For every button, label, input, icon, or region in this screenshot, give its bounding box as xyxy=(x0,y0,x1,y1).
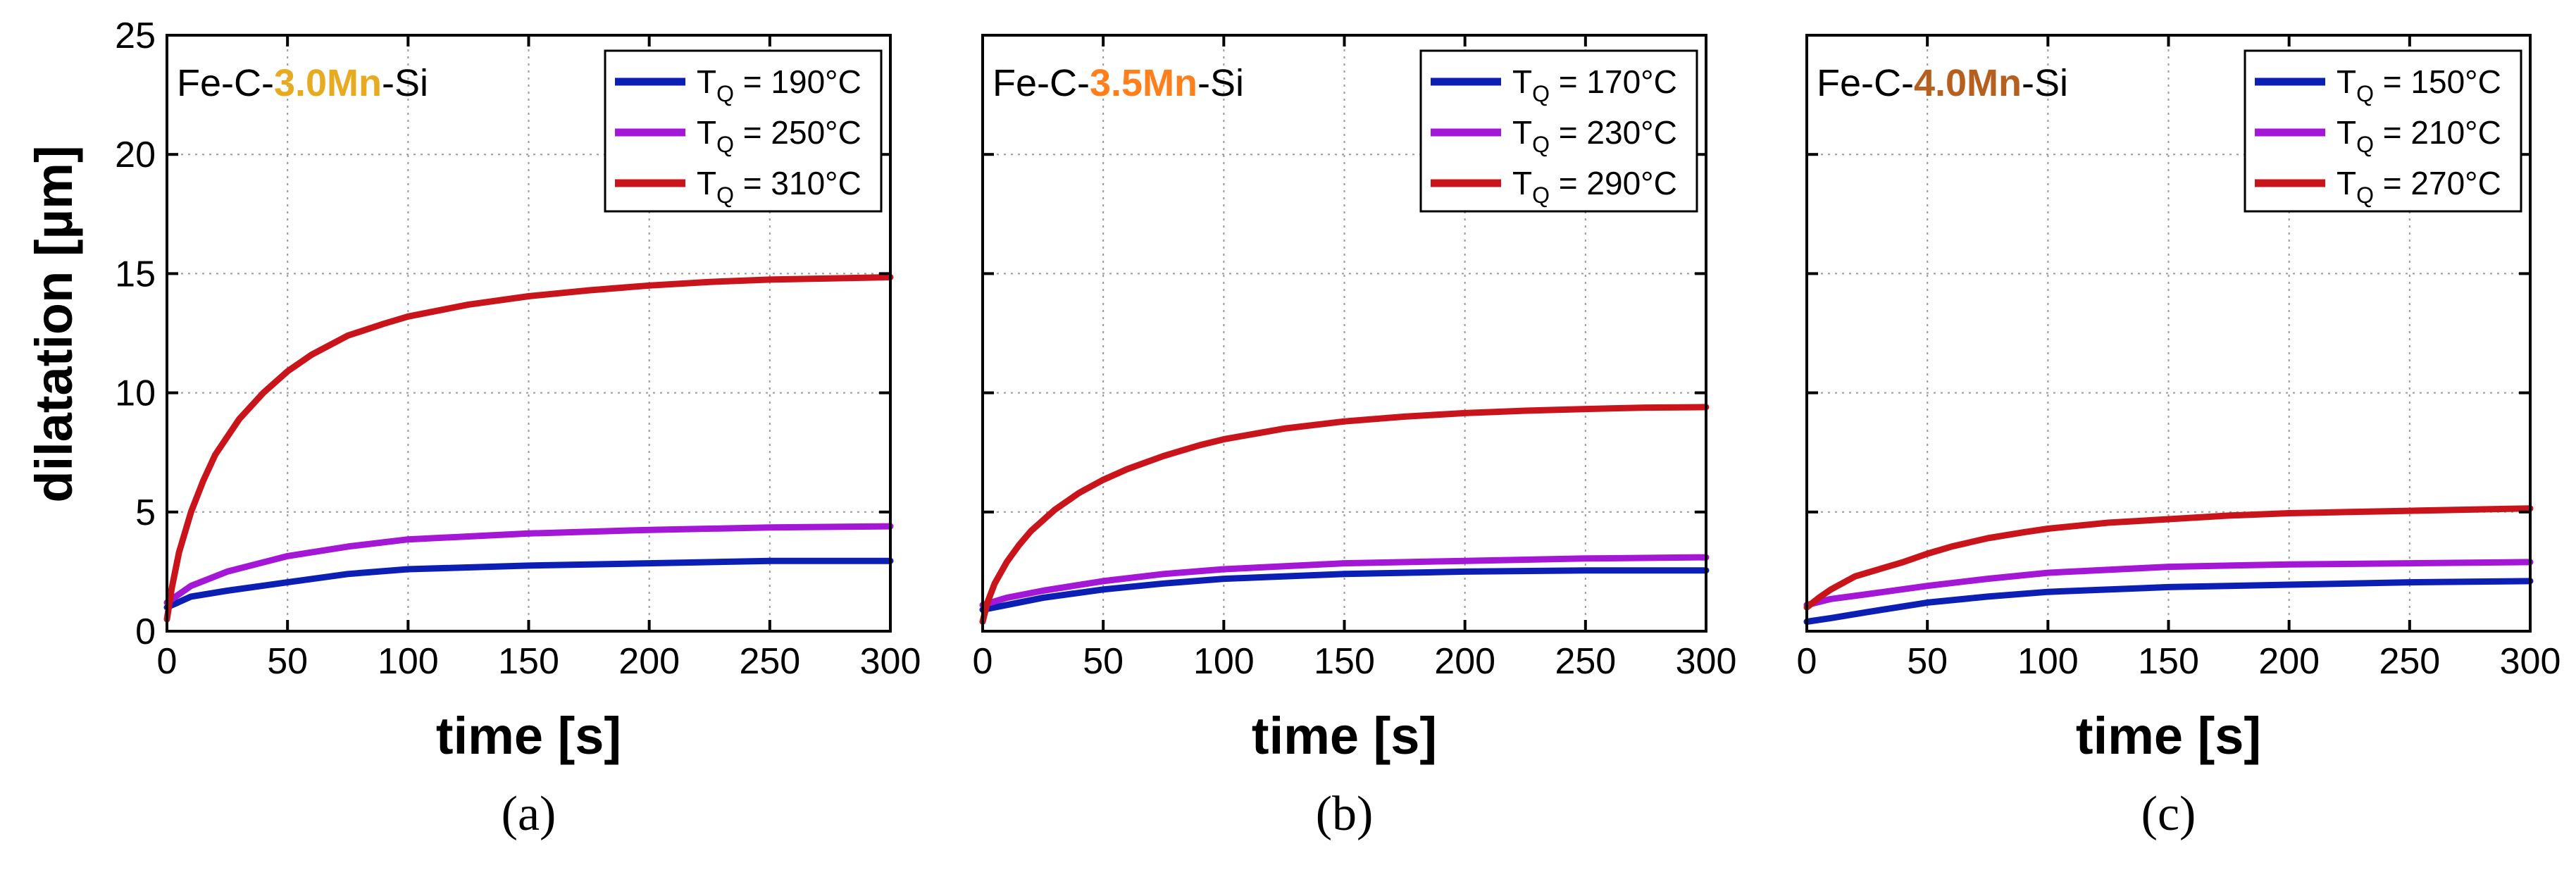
legend-label-main: T xyxy=(1512,165,1532,201)
x-tick-label: 150 xyxy=(2138,641,2199,682)
legend-label-subscript: Q xyxy=(1532,81,1550,106)
legend-label-main: T xyxy=(1512,63,1532,100)
legend-label-subscript: Q xyxy=(716,81,734,106)
y-tick-label: 0 xyxy=(135,611,156,652)
legend-label: TQ = 250°C xyxy=(697,114,861,157)
x-tick-label: 250 xyxy=(2379,641,2440,682)
legend-label-main: T xyxy=(697,63,716,100)
x-tick-label: 0 xyxy=(973,641,993,682)
x-tick-label: 150 xyxy=(1314,641,1375,682)
title-highlight: 4.0Mn xyxy=(1914,62,2022,104)
panel-title: Fe-C-3.0Mn-Si xyxy=(177,62,428,104)
legend-label-subscript: Q xyxy=(716,182,734,208)
y-tick-label: 20 xyxy=(115,135,156,175)
y-axis-label: dilatation [µm] xyxy=(25,145,83,502)
title-prefix: Fe-C- xyxy=(993,62,1090,104)
legend-label-value: = 270°C xyxy=(2374,165,2501,201)
x-tick-label: 250 xyxy=(739,641,800,682)
series-line-3 xyxy=(979,404,1710,625)
x-tick-label: 100 xyxy=(378,641,439,682)
title-prefix: Fe-C- xyxy=(1817,62,1914,104)
x-tick-label: 100 xyxy=(1193,641,1255,682)
x-tick-label: 200 xyxy=(618,641,680,682)
legend-label-subscript: Q xyxy=(716,132,734,157)
chart-panel-2: 0 50 100 150 200 250 300 time [s] (b) Fe-C-3.5Mn-… xyxy=(973,34,1737,841)
legend-label-main: T xyxy=(2337,63,2356,100)
legend-label-value: = 210°C xyxy=(2374,114,2501,151)
legend-label: TQ = 210°C xyxy=(2337,114,2501,157)
legend-label-value: = 190°C xyxy=(734,63,861,100)
title-highlight: 3.5Mn xyxy=(1090,62,1197,104)
x-tick-label: 150 xyxy=(498,641,559,682)
series-line-2 xyxy=(163,523,894,606)
series-line-2 xyxy=(1803,559,2534,609)
title-prefix: Fe-C- xyxy=(177,62,274,104)
x-tick-label: 100 xyxy=(2017,641,2079,682)
legend-label-main: T xyxy=(697,165,716,201)
legend-label: TQ = 310°C xyxy=(697,165,861,208)
legend-label-value: = 150°C xyxy=(2374,63,2501,100)
series-line-1 xyxy=(1803,578,2534,625)
x-tick-label: 200 xyxy=(1434,641,1495,682)
x-tick-label: 50 xyxy=(1083,641,1124,682)
x-tick-label: 250 xyxy=(1555,641,1616,682)
legend-label: TQ = 150°C xyxy=(2337,63,2501,106)
legend-label-main: T xyxy=(1512,114,1532,151)
title-suffix: -Si xyxy=(2022,62,2068,104)
legend: TQ = 190°CTQ = 250°CTQ = 310°C xyxy=(604,49,883,213)
legend-label: TQ = 290°C xyxy=(1512,165,1677,208)
panel-title: Fe-C-4.0Mn-Si xyxy=(1817,62,2068,104)
legend-label-subscript: Q xyxy=(2356,132,2374,157)
legend-label-subscript: Q xyxy=(2356,182,2374,208)
x-tick-label: 300 xyxy=(860,641,921,682)
series-line-2 xyxy=(979,554,1710,609)
panel-title: Fe-C-3.5Mn-Si xyxy=(993,62,1244,104)
panel-caption: (a) xyxy=(502,787,556,841)
x-tick-label: 200 xyxy=(2258,641,2320,682)
chart-panel-3: 0 50 100 150 200 250 300 time [s] (c) Fe-C-4.0Mn-… xyxy=(1797,34,2561,841)
legend: TQ = 150°CTQ = 210°CTQ = 270°C xyxy=(2244,49,2522,213)
panel-caption: (b) xyxy=(1316,787,1374,841)
title-suffix: -Si xyxy=(1197,62,1244,104)
legend-label-value: = 230°C xyxy=(1550,114,1677,151)
legend-label-value: = 310°C xyxy=(734,165,861,201)
y-tick-label: 25 xyxy=(115,15,156,56)
x-tick-label: 300 xyxy=(1676,641,1737,682)
legend-label: TQ = 230°C xyxy=(1512,114,1677,157)
legend-label: TQ = 170°C xyxy=(1512,63,1677,106)
legend-label-main: T xyxy=(2337,114,2356,151)
title-highlight: 3.0Mn xyxy=(274,62,382,104)
series-line-3 xyxy=(163,274,894,623)
y-tick-label: 10 xyxy=(115,373,156,414)
y-tick-label: 15 xyxy=(115,254,156,294)
x-axis-label: time [s] xyxy=(436,707,621,765)
x-axis-label: time [s] xyxy=(1252,707,1437,765)
x-tick-label: 0 xyxy=(157,641,178,682)
legend-label-subscript: Q xyxy=(2356,81,2374,106)
legend-label-value: = 170°C xyxy=(1550,63,1677,100)
panel-caption: (c) xyxy=(2141,787,2196,841)
legend-label-main: T xyxy=(2337,165,2356,201)
chart-panel-1: 0 50 100 150 200 250 300 0 5 10 15 20 25 time [s] (a) F… xyxy=(115,15,921,841)
series-line-1 xyxy=(979,567,1710,613)
series-line-1 xyxy=(163,557,894,611)
series-line-3 xyxy=(1803,505,2534,611)
y-tick-label: 5 xyxy=(135,492,156,533)
x-tick-label: 50 xyxy=(267,641,308,682)
legend-label-value: = 290°C xyxy=(1550,165,1677,201)
legend: TQ = 170°CTQ = 230°CTQ = 290°C xyxy=(1419,49,1698,213)
x-tick-label: 50 xyxy=(1907,641,1948,682)
x-tick-label: 300 xyxy=(2500,641,2561,682)
x-axis-label: time [s] xyxy=(2076,707,2261,765)
legend-label-main: T xyxy=(697,114,716,151)
legend-label-value: = 250°C xyxy=(734,114,861,151)
title-suffix: -Si xyxy=(382,62,428,104)
legend-label: TQ = 270°C xyxy=(2337,165,2501,208)
legend-label-subscript: Q xyxy=(1532,182,1550,208)
legend-label: TQ = 190°C xyxy=(697,63,861,106)
legend-label-subscript: Q xyxy=(1532,132,1550,157)
x-tick-label: 0 xyxy=(1797,641,1817,682)
